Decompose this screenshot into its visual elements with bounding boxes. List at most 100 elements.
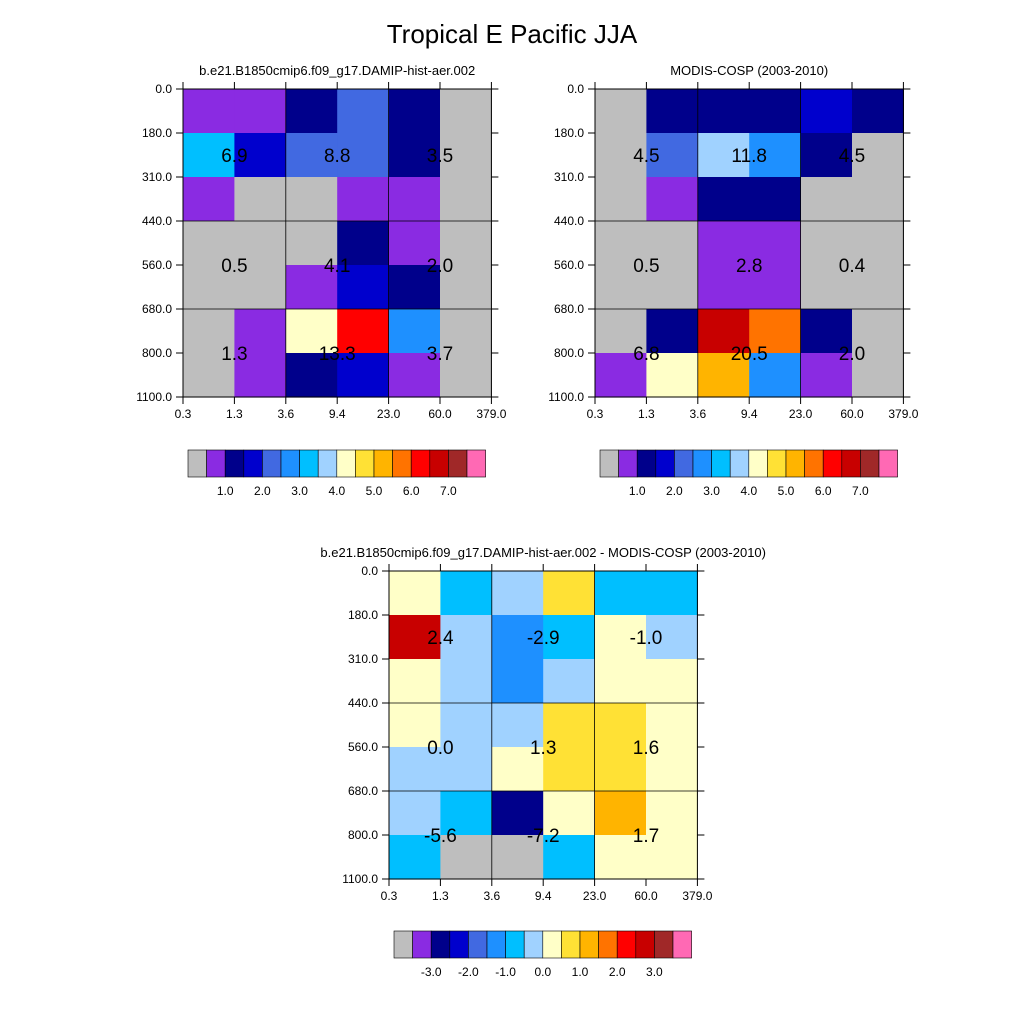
colorbar-swatch xyxy=(206,449,226,478)
heatmap-cell xyxy=(491,747,544,792)
heatmap-cell xyxy=(491,615,544,660)
y-tick-label: 440.0 xyxy=(142,214,172,228)
heatmap-cell xyxy=(388,353,441,398)
heatmap-cell xyxy=(440,309,492,354)
colorbar-swatch xyxy=(804,449,824,478)
x-tick-label: 60.0 xyxy=(428,407,452,421)
colorbar-swatch xyxy=(187,449,207,478)
colorbar-label: -2.0 xyxy=(458,965,479,979)
block-value-label: -5.6 xyxy=(424,826,457,847)
heatmap-cell xyxy=(749,177,802,222)
colorbar-swatch xyxy=(655,449,675,478)
x-tick-label: 60.0 xyxy=(634,889,658,903)
colorbar-swatch xyxy=(373,449,393,478)
y-tick-label: 0.0 xyxy=(361,564,378,578)
y-tick-label: 560.0 xyxy=(142,258,172,272)
heatmap-cell xyxy=(646,133,699,178)
block-value-label: 2.0 xyxy=(427,256,453,277)
heatmap-cell xyxy=(234,353,287,398)
heatmap-cell xyxy=(646,659,698,704)
y-tick-label: 310.0 xyxy=(554,170,584,184)
heatmap-cell xyxy=(852,265,904,310)
colorbar-swatch xyxy=(561,930,581,959)
x-tick-label: 23.0 xyxy=(789,407,813,421)
colorbar-swatch xyxy=(822,449,843,478)
colorbar-swatch xyxy=(262,449,282,478)
heatmap-cell xyxy=(800,133,853,178)
colorbar-swatch xyxy=(429,449,449,478)
heatmap-cell xyxy=(852,133,904,178)
heatmap-cell xyxy=(388,309,441,354)
heatmap-cell xyxy=(543,703,596,748)
heatmap-cell xyxy=(440,89,492,134)
heatmap-cell xyxy=(285,133,338,178)
heatmap-cell xyxy=(543,747,596,792)
block-value-label: 0.5 xyxy=(633,256,659,277)
colorbar-swatch xyxy=(466,449,486,478)
colorbar-label: 3.0 xyxy=(703,484,720,498)
block-value-label: 1.6 xyxy=(633,738,659,759)
colorbar-label: 4.0 xyxy=(328,484,345,498)
figure-title: Tropical E Pacific JJA xyxy=(387,19,638,49)
y-tick-label: 1100.0 xyxy=(342,872,378,886)
colorbar-swatch xyxy=(616,930,637,959)
heatmap-cell xyxy=(285,353,338,398)
heatmap-cell xyxy=(749,309,802,354)
block-value-label: 1.3 xyxy=(221,344,247,365)
heatmap-cell xyxy=(183,89,235,134)
heatmap-cell xyxy=(183,221,235,266)
heatmap-cell xyxy=(697,221,750,266)
colorbar-swatch xyxy=(430,930,451,959)
block-value-label: 2.0 xyxy=(839,344,865,365)
colorbar-label: 2.0 xyxy=(609,965,626,979)
heatmap-cell xyxy=(440,353,492,398)
heatmap-cell xyxy=(646,89,699,134)
block-value-label: 2.4 xyxy=(427,628,454,649)
x-tick-label: 3.6 xyxy=(277,407,294,421)
colorbar-label: 0.0 xyxy=(534,965,551,979)
y-tick-label: 440.0 xyxy=(348,696,378,710)
heatmap-cell xyxy=(337,221,390,266)
heatmap-cell xyxy=(389,835,441,880)
colorbar-swatch xyxy=(711,449,731,478)
heatmap-cell xyxy=(388,221,441,266)
heatmap-cell xyxy=(595,353,647,398)
y-tick-label: 800.0 xyxy=(142,346,172,360)
colorbar-swatch xyxy=(412,930,432,959)
heatmap-cell xyxy=(440,133,492,178)
colorbar-swatch xyxy=(579,930,599,959)
x-tick-label: 3.6 xyxy=(689,407,706,421)
heatmap-cell xyxy=(389,615,441,660)
heatmap-cell xyxy=(543,615,596,660)
heatmap-cell xyxy=(646,791,698,836)
heatmap-cell xyxy=(749,133,802,178)
y-tick-label: 180.0 xyxy=(142,126,172,140)
x-tick-label: 1.3 xyxy=(432,889,449,903)
heatmap-cell xyxy=(440,177,492,222)
heatmap-cell xyxy=(852,177,904,222)
heatmap-cell xyxy=(183,133,235,178)
heatmap-cell xyxy=(389,791,441,836)
heatmap-cell xyxy=(594,791,647,836)
colorbar-swatch xyxy=(635,930,655,959)
heatmap-cell xyxy=(646,309,699,354)
heatmap-cell xyxy=(646,353,699,398)
colorbar-swatch xyxy=(878,449,898,478)
heatmap-cell xyxy=(697,133,750,178)
colorbar-swatch xyxy=(654,930,674,959)
colorbar-label: 2.0 xyxy=(666,484,683,498)
heatmap-cell xyxy=(285,221,338,266)
colorbar-swatch xyxy=(523,930,544,959)
heatmap-cell xyxy=(800,89,853,134)
colorbar-swatch xyxy=(636,449,657,478)
y-tick-label: 800.0 xyxy=(348,828,378,842)
heatmap-cell xyxy=(595,221,647,266)
colorbar-label: 2.0 xyxy=(254,484,271,498)
y-tick-label: 560.0 xyxy=(554,258,584,272)
x-tick-label: 9.4 xyxy=(329,407,346,421)
colorbar-swatch xyxy=(748,449,768,478)
heatmap-cell xyxy=(646,265,699,310)
colorbar-swatch xyxy=(599,449,619,478)
panel-aer-model: b.e21.B1850cmip6.f09_g17.DAMIP-hist-aer.… xyxy=(136,63,507,498)
